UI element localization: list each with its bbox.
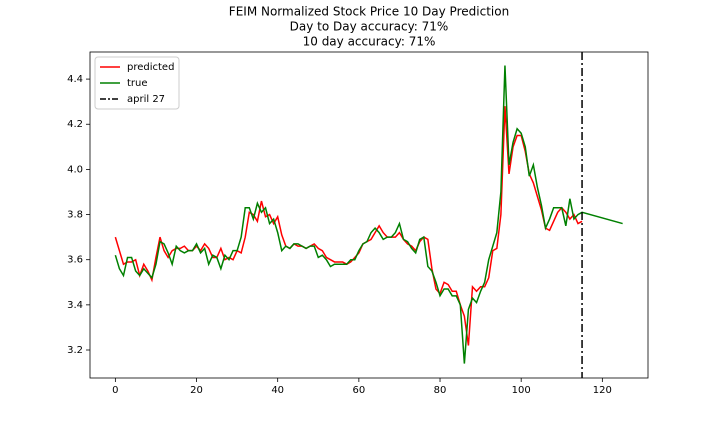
y-tick-label: 3.6 [67, 255, 83, 266]
y-tick-label: 3.2 [67, 345, 83, 356]
y-tick-label: 4.0 [67, 164, 83, 175]
series-line [114, 106, 583, 346]
x-tick-label: 0 [112, 385, 118, 396]
x-tick-label: 80 [434, 385, 447, 396]
x-tick-label: 120 [593, 385, 612, 396]
y-tick-label: 3.8 [67, 210, 83, 221]
x-tick-label: 20 [190, 385, 203, 396]
x-tick-label: 100 [512, 385, 531, 396]
y-tick-label: 4.2 [67, 119, 83, 130]
plot-frame [89, 51, 649, 379]
chart-title: FEIM Normalized Stock Price 10 Day Predi… [229, 5, 509, 19]
x-tick-label: 60 [352, 385, 365, 396]
y-tick-label: 4.4 [67, 74, 83, 85]
legend-box [94, 56, 180, 110]
x-tick-label: 40 [271, 385, 284, 396]
chart-subtitle: Day to Day accuracy: 71% [290, 20, 449, 34]
legend-label: april 27 [127, 94, 165, 105]
series-line [114, 65, 623, 364]
y-tick-label: 3.4 [67, 300, 83, 311]
legend-label: true [127, 78, 148, 89]
legend-label: predicted [127, 62, 174, 73]
chart-subtitle: 10 day accuracy: 71% [303, 35, 436, 49]
